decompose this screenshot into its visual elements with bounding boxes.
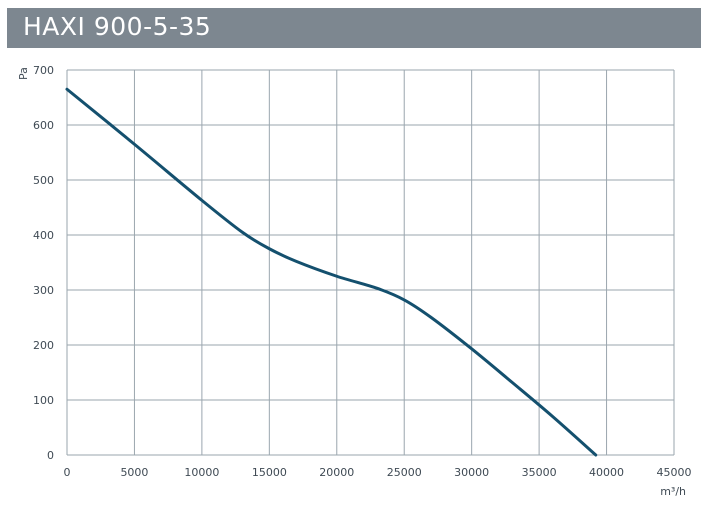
y-axis-label: Pa — [17, 67, 30, 80]
x-tick-label: 40000 — [589, 466, 624, 479]
y-tick-label: 0 — [47, 449, 54, 462]
series-line — [65, 87, 598, 457]
x-tick-label: 30000 — [454, 466, 489, 479]
y-tick-label: 200 — [33, 339, 54, 352]
y-tick-label: 600 — [33, 119, 54, 132]
y-tick-label: 500 — [33, 174, 54, 187]
y-axis-ticks: 0 100 200 300 400 500 600 700 — [33, 64, 54, 462]
x-tick-label: 25000 — [387, 466, 422, 479]
x-tick-label: 20000 — [319, 466, 354, 479]
x-axis-label: m³/h — [660, 485, 686, 498]
grid — [66, 69, 675, 456]
y-tick-label: 300 — [33, 284, 54, 297]
x-tick-label: 5000 — [120, 466, 148, 479]
y-tick-label: 400 — [33, 229, 54, 242]
chart-title: HAXI 900-5-35 — [23, 12, 212, 41]
y-tick-label: 700 — [33, 64, 54, 77]
x-tick-label: 0 — [64, 466, 71, 479]
x-axis-ticks: 0 5000 10000 15000 20000 25000 30000 35000 40000… — [64, 466, 692, 479]
chart-title-bar: HAXI 900-5-35 — [7, 8, 701, 48]
x-tick-label: 15000 — [252, 466, 287, 479]
x-tick-label: 10000 — [184, 466, 219, 479]
x-tick-label: 45000 — [657, 466, 692, 479]
x-tick-label: 35000 — [522, 466, 557, 479]
y-tick-label: 100 — [33, 394, 54, 407]
